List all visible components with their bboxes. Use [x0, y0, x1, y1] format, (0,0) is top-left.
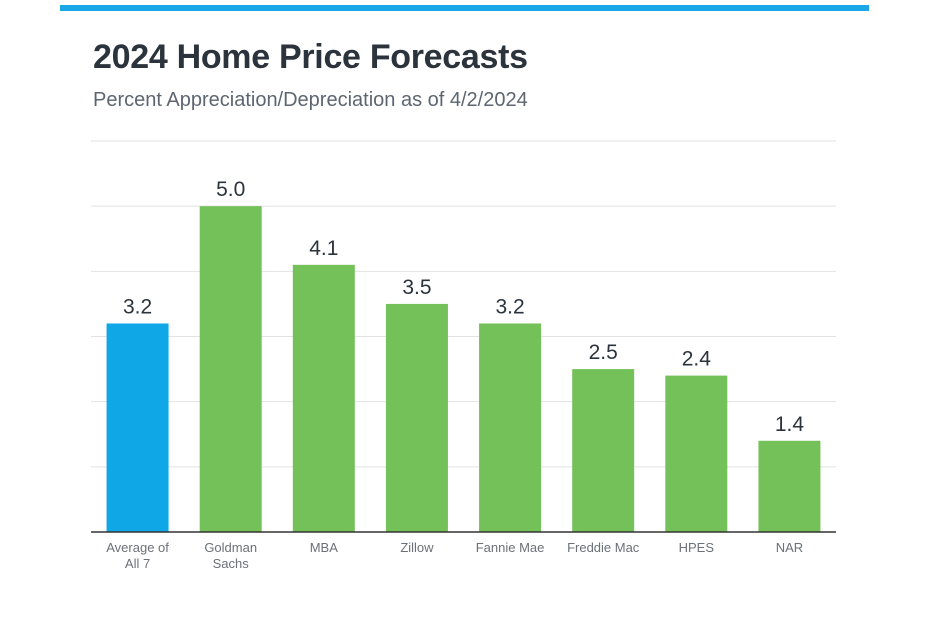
- tick-label: HPES: [679, 540, 715, 555]
- top-accent-bar: [60, 5, 869, 11]
- tick-label: Goldman Sachs: [204, 540, 257, 571]
- bar: [292, 264, 355, 532]
- data-label: 1.4: [775, 413, 805, 436]
- data-label: 2.5: [589, 341, 618, 364]
- bar: [385, 303, 448, 532]
- data-label: 3.5: [402, 276, 431, 299]
- data-label: 4.1: [309, 237, 338, 260]
- bar: [199, 206, 262, 532]
- data-label: 3.2: [495, 295, 524, 318]
- bar: [572, 369, 635, 532]
- tick-label: Zillow: [400, 540, 434, 555]
- chart-subtitle: Percent Appreciation/Depreciation as of …: [93, 89, 528, 111]
- tick-label: NAR: [776, 540, 803, 555]
- data-label: 2.4: [682, 348, 712, 371]
- bar: [758, 440, 821, 532]
- data-label: 5.0: [216, 178, 245, 201]
- tick-label: MBA: [310, 540, 339, 555]
- bar: [479, 323, 542, 532]
- chart-title: 2024 Home Price Forecasts: [93, 38, 528, 76]
- bar: [106, 323, 169, 532]
- tick-label: Average of All 7: [106, 540, 169, 571]
- bar: [665, 375, 728, 532]
- tick-label: Freddie Mac: [567, 540, 640, 555]
- data-label: 3.2: [123, 295, 152, 318]
- tick-label: Fannie Mae: [476, 540, 545, 555]
